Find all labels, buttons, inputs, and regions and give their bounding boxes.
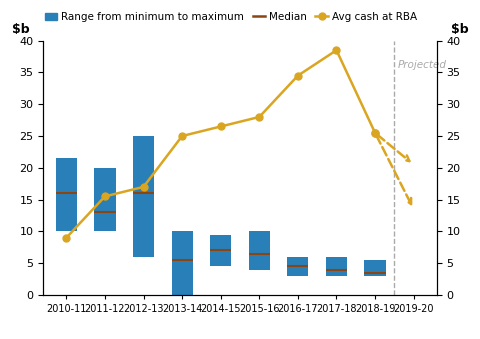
Bar — [249, 231, 270, 270]
Bar — [210, 235, 231, 266]
Bar — [95, 168, 116, 232]
Bar — [171, 232, 193, 295]
Bar — [133, 136, 154, 257]
Bar — [56, 158, 77, 232]
Text: $b: $b — [451, 23, 468, 36]
Text: Projected: Projected — [398, 60, 447, 70]
Bar — [287, 257, 309, 276]
Legend: Range from minimum to maximum, Median, Avg cash at RBA: Range from minimum to maximum, Median, A… — [40, 8, 421, 26]
Text: $b: $b — [12, 23, 29, 36]
Bar — [326, 257, 347, 276]
Bar — [364, 260, 385, 276]
